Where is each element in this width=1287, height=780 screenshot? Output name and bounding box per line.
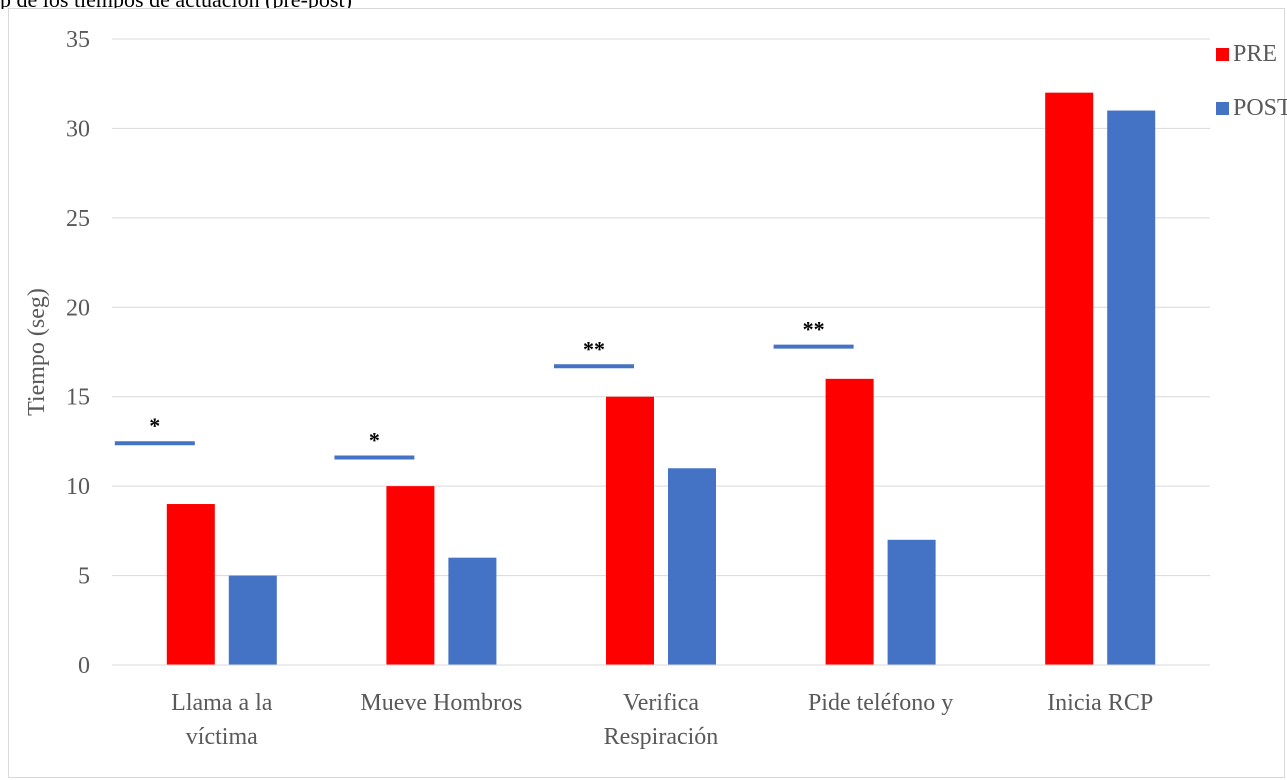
x-tick-label: Respiración bbox=[604, 724, 719, 750]
gridlines bbox=[112, 38, 1210, 577]
bars bbox=[166, 92, 1156, 666]
bar-pre-4 bbox=[1045, 92, 1094, 665]
significance-label: * bbox=[149, 413, 160, 438]
legend-label-post: POST bbox=[1233, 95, 1287, 121]
y-tick-label: 0 bbox=[78, 653, 90, 679]
bar-pre-2 bbox=[606, 396, 654, 665]
bar-pre-3 bbox=[825, 378, 874, 665]
y-tick-label: 35 bbox=[66, 27, 90, 53]
bar-post-1 bbox=[448, 557, 497, 665]
x-tick-label: Inicia RCP bbox=[1047, 690, 1153, 716]
bar-post-4 bbox=[1107, 110, 1156, 666]
significance-label: ** bbox=[583, 336, 605, 361]
bar-pre-0 bbox=[166, 504, 215, 665]
y-tick-label: 20 bbox=[66, 295, 90, 321]
x-tick-label: Llama a la bbox=[171, 690, 273, 716]
figure-caption: p de los tiempos de actuación (pre-post) bbox=[0, 0, 1287, 9]
significance-label: ** bbox=[803, 317, 825, 342]
y-tick-label: 15 bbox=[66, 385, 90, 411]
x-tick-label: víctima bbox=[186, 724, 258, 750]
bar-post-0 bbox=[228, 575, 277, 665]
y-tick-label: 5 bbox=[78, 564, 90, 590]
y-tick-label: 30 bbox=[66, 116, 90, 142]
y-tick-label: 10 bbox=[66, 474, 90, 500]
legend-swatch-pre bbox=[1216, 48, 1229, 61]
bar-post-3 bbox=[887, 539, 936, 665]
significance-markers: ****** bbox=[114, 317, 854, 460]
bar-post-2 bbox=[668, 468, 716, 665]
legend-label-pre: PRE bbox=[1233, 41, 1277, 67]
x-tick-label: Pide teléfono y bbox=[808, 690, 953, 716]
y-tick-label: 25 bbox=[66, 206, 90, 232]
legend: PRE POST bbox=[1216, 41, 1287, 121]
y-axis-label: Tiempo (seg) bbox=[24, 288, 50, 416]
x-tick-label: Mueve Hombros bbox=[360, 690, 522, 716]
significance-label: * bbox=[369, 428, 380, 453]
x-tick-label: Verifica bbox=[623, 690, 699, 716]
x-axis-labels: Llama a la víctima Mueve Hombros Verifica Re… bbox=[171, 690, 1153, 750]
legend-swatch-post bbox=[1216, 102, 1229, 115]
y-axis-ticks: 0 5 10 15 20 25 30 35 bbox=[66, 27, 90, 679]
chart-border bbox=[8, 8, 1285, 778]
bar-pre-1 bbox=[386, 486, 435, 665]
